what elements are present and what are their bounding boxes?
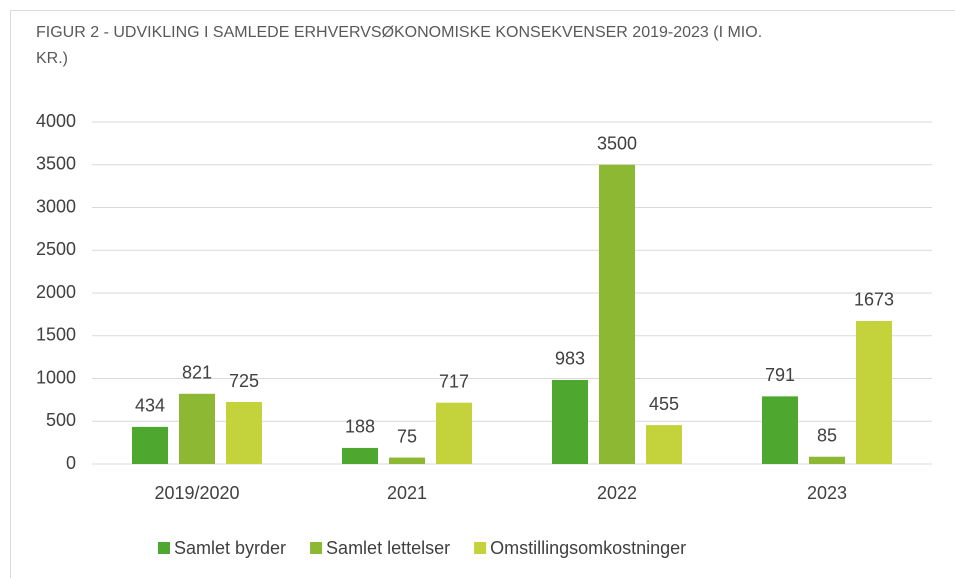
value-label: 75 [397, 426, 417, 446]
bar [436, 402, 472, 464]
value-label: 1673 [854, 290, 894, 310]
y-tick-label: 1500 [36, 325, 76, 345]
y-tick-label: 3500 [36, 154, 76, 174]
value-label: 717 [439, 371, 469, 391]
bar [552, 379, 588, 464]
x-tick-label: 2019/2020 [154, 483, 239, 503]
x-tick-label: 2022 [597, 483, 637, 503]
value-label: 725 [229, 371, 259, 391]
y-tick-label: 2500 [36, 239, 76, 259]
x-tick-label: 2021 [387, 483, 427, 503]
bar [762, 396, 798, 464]
value-label: 3500 [597, 134, 637, 154]
legend-label: Omstillingsomkostninger [490, 538, 686, 558]
legend-swatch [474, 542, 487, 554]
value-label: 434 [135, 396, 165, 416]
y-tick-label: 0 [66, 453, 76, 473]
legend-label: Samlet byrder [174, 538, 286, 558]
legend-label: Samlet lettelser [326, 538, 450, 558]
y-tick-label: 3000 [36, 196, 76, 216]
y-tick-label: 2000 [36, 282, 76, 302]
value-label: 455 [649, 394, 679, 414]
value-label: 983 [555, 349, 585, 369]
x-tick-label: 2023 [807, 483, 847, 503]
value-label: 188 [345, 417, 375, 437]
chart-title: FIGUR 2 - UDVIKLING I SAMLEDE ERHVERVSØK… [36, 24, 763, 67]
y-tick-label: 4000 [36, 111, 76, 131]
bar [646, 425, 682, 464]
value-label: 85 [817, 425, 837, 445]
y-tick-label: 500 [46, 410, 76, 430]
bar [809, 456, 845, 464]
chart-border [10, 10, 955, 578]
bar [856, 320, 892, 464]
bar [132, 426, 168, 464]
y-tick-label: 1000 [36, 367, 76, 387]
bar [342, 447, 378, 464]
bar [179, 393, 215, 464]
legend-swatch [158, 542, 170, 554]
bar [226, 402, 262, 464]
value-label: 821 [182, 363, 212, 383]
bar [389, 457, 425, 464]
legend-swatch [310, 542, 323, 554]
value-label: 791 [765, 365, 795, 385]
bar [599, 164, 635, 464]
